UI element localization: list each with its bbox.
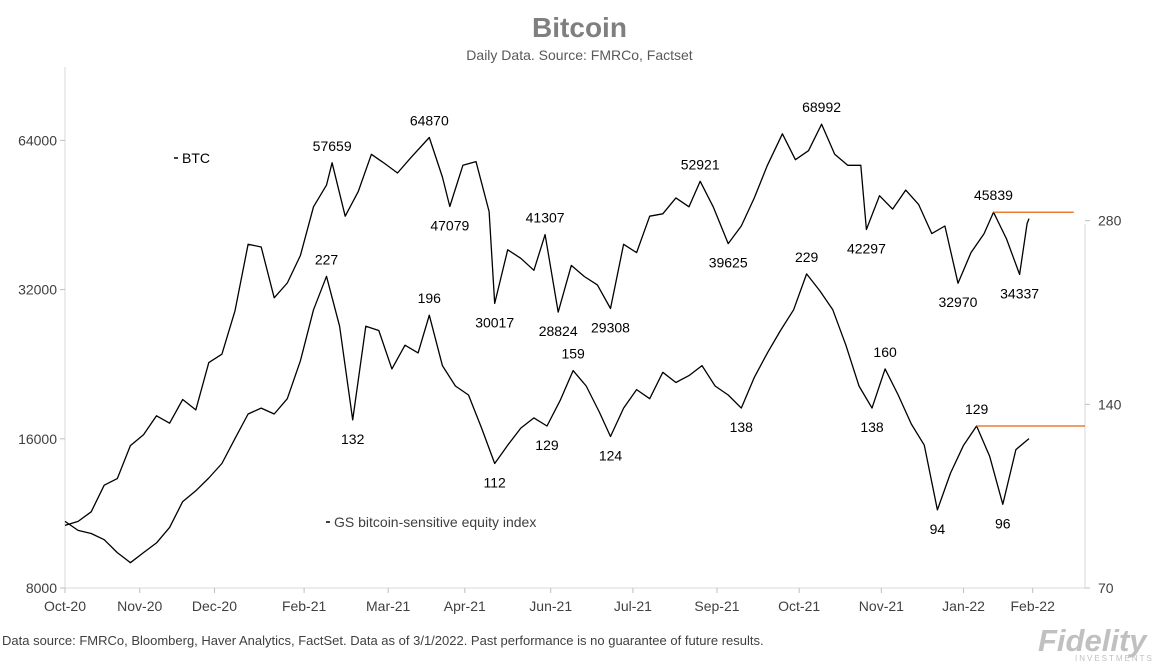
x-axis-tick-label: Jan-22	[942, 598, 985, 614]
x-axis-tick-label: Oct-21	[778, 598, 820, 614]
data-label: 96	[995, 515, 1011, 531]
data-label: 160	[873, 344, 897, 360]
x-axis-tick-label: Nov-21	[859, 598, 904, 614]
data-label: 41307	[526, 210, 565, 226]
left-axis-tick-label: 8000	[26, 580, 57, 596]
left-axis-tick-label: 16000	[18, 431, 57, 447]
data-label: 32970	[938, 294, 977, 310]
legend-entry: BTC	[182, 150, 210, 166]
data-label: 39625	[709, 255, 748, 271]
chart-subtitle: Daily Data. Source: FMRCo, Factset	[466, 47, 693, 63]
data-label: 229	[795, 249, 819, 265]
right-axis-tick-label: 280	[1098, 213, 1122, 229]
data-label: 94	[930, 521, 946, 537]
data-label: 29308	[591, 320, 630, 336]
data-source-footer: Data source: FMRCo, Bloomberg, Haver Ana…	[2, 633, 764, 648]
x-axis-tick-label: Jun-21	[529, 598, 572, 614]
data-label: 34337	[1000, 285, 1039, 301]
data-label: 129	[535, 437, 559, 453]
x-axis-tick-label: Nov-20	[117, 598, 162, 614]
fidelity-logo: Fidelity	[1038, 623, 1147, 658]
right-axis-tick-label: 70	[1098, 580, 1114, 596]
data-label: 64870	[410, 112, 449, 128]
legend-entry: GS bitcoin-sensitive equity index	[334, 514, 536, 530]
gs-bitcoin-sensitive-equity-index-series-line	[64, 273, 1030, 564]
data-label: 227	[315, 251, 339, 267]
x-axis-tick-label: Dec-20	[192, 598, 237, 614]
x-axis-tick-label: Feb-22	[1011, 598, 1056, 614]
x-axis-tick-label: Mar-21	[366, 598, 411, 614]
fidelity-logo-subtext: INVESTMENTS	[1075, 654, 1154, 663]
data-label: 138	[730, 419, 754, 435]
data-label: 47079	[430, 217, 469, 233]
right-axis-tick-label: 140	[1098, 396, 1122, 412]
data-label: 124	[599, 447, 623, 463]
data-label: 52921	[681, 156, 720, 172]
x-axis-tick-label: Feb-21	[282, 598, 327, 614]
chart-title: Bitcoin	[532, 12, 627, 43]
data-label: 129	[965, 401, 989, 417]
data-label: 196	[418, 290, 442, 306]
data-label: 138	[860, 419, 884, 435]
btc-series-line	[64, 123, 1030, 527]
data-label: 159	[561, 346, 585, 362]
x-axis-tick-label: Apr-21	[444, 598, 486, 614]
data-label: 68992	[802, 99, 841, 115]
x-axis-tick-label: Oct-20	[44, 598, 86, 614]
data-label: 132	[341, 431, 365, 447]
data-label: 45839	[974, 187, 1013, 203]
x-axis-tick-label: Sep-21	[694, 598, 739, 614]
left-axis-tick-label: 64000	[18, 132, 57, 148]
data-label: 42297	[847, 241, 886, 257]
data-label: 28824	[539, 323, 578, 339]
data-label: 57659	[313, 138, 352, 154]
left-axis-tick-label: 32000	[18, 282, 57, 298]
x-axis-tick-label: Jul-21	[614, 598, 652, 614]
data-label: 112	[484, 474, 507, 490]
data-label: 30017	[475, 314, 514, 330]
